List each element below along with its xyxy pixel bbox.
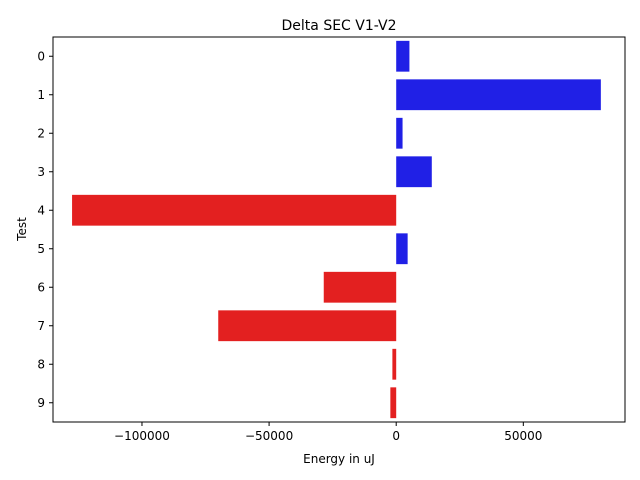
bar-test-1 (396, 79, 601, 111)
x-tick-label: −100000 (114, 429, 170, 443)
bar-test-3 (396, 156, 432, 188)
y-tick-label: 5 (37, 242, 45, 256)
y-tick-label: 1 (37, 88, 45, 102)
bar-test-2 (396, 117, 403, 149)
y-tick-label: 0 (37, 49, 45, 63)
y-axis-label: Test (15, 217, 29, 242)
y-tick-label: 6 (37, 280, 45, 294)
bar-test-8 (392, 348, 397, 380)
y-tick-label: 2 (37, 126, 45, 140)
bar-test-9 (390, 387, 397, 419)
y-tick-label: 4 (37, 203, 45, 217)
chart-title: Delta SEC V1-V2 (282, 18, 397, 34)
bars-layer (72, 40, 601, 419)
bar-test-0 (396, 40, 410, 72)
x-tick-label: 50000 (504, 429, 542, 443)
x-tick-label: −50000 (245, 429, 293, 443)
plot-frame (52, 36, 626, 423)
x-axis-label: Energy in uJ (303, 452, 375, 466)
bar-test-7 (218, 310, 397, 342)
y-tick-label: 7 (37, 319, 45, 333)
bar-test-6 (323, 271, 397, 303)
bar-test-4 (72, 194, 397, 226)
ticks-layer: 0 1 2 3 4 5 6 7 8 9 −100000 −50000 0 50000 (37, 49, 542, 443)
x-tick-label: 0 (392, 429, 400, 443)
bar-test-5 (396, 233, 408, 265)
y-tick-label: 3 (37, 165, 45, 179)
y-tick-label: 9 (37, 396, 45, 410)
y-tick-label: 8 (37, 357, 45, 371)
